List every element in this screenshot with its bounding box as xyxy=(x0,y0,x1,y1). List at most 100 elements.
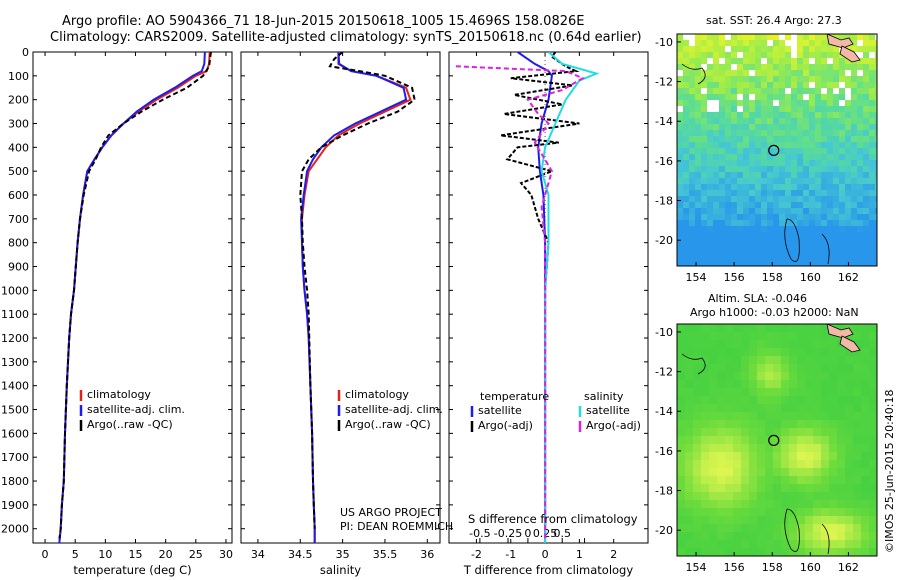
map-cell xyxy=(797,532,806,541)
map-cell xyxy=(791,94,798,101)
map-cell xyxy=(785,58,792,65)
y-tick-label: 1500 xyxy=(1,404,29,417)
map-cell xyxy=(869,238,876,245)
map-cell xyxy=(805,500,814,509)
map-cell xyxy=(755,226,762,233)
map-cell xyxy=(677,64,684,71)
map-cell xyxy=(709,516,718,525)
map-cell xyxy=(857,130,864,137)
map-cell xyxy=(707,64,714,71)
map-cell xyxy=(713,106,720,113)
x-tick-label: 0 xyxy=(42,548,49,561)
map-cell xyxy=(725,532,734,541)
map-cell xyxy=(839,136,846,143)
map-cell xyxy=(869,46,876,53)
map-cell xyxy=(805,412,814,421)
map-cell xyxy=(875,178,877,185)
map-cell xyxy=(833,172,840,179)
map-cell xyxy=(839,160,846,167)
map-cell xyxy=(813,348,822,357)
map-cell xyxy=(677,412,686,421)
map-cell xyxy=(695,208,702,215)
map-cell xyxy=(685,468,694,477)
map-cell xyxy=(767,202,774,209)
map-cell xyxy=(733,388,742,397)
map-cell xyxy=(809,226,816,233)
map-cell xyxy=(845,184,852,191)
map-cell xyxy=(725,436,734,445)
map-cell xyxy=(765,372,774,381)
map-cell xyxy=(833,100,840,107)
map-cell xyxy=(821,178,828,185)
map-cell xyxy=(677,364,686,373)
map-cell xyxy=(685,332,694,341)
map-cell xyxy=(827,244,834,251)
map-cell xyxy=(779,52,786,59)
map-cell xyxy=(869,540,877,549)
map-cell xyxy=(813,500,822,509)
map-cell xyxy=(869,484,877,493)
map-cell xyxy=(869,214,876,221)
map-cell xyxy=(693,356,702,365)
map-cell xyxy=(717,452,726,461)
map-cell xyxy=(839,58,846,65)
map-cell xyxy=(695,94,702,101)
map-cell xyxy=(845,88,852,95)
map-cell xyxy=(863,166,870,173)
map-cell xyxy=(725,404,734,413)
map-cell xyxy=(805,476,814,485)
map-cell xyxy=(725,332,734,341)
map-cell xyxy=(809,112,816,119)
map-cell xyxy=(719,214,726,221)
map-cell xyxy=(851,70,858,77)
map-cell xyxy=(869,332,877,341)
map-cell xyxy=(857,70,864,77)
map-cell xyxy=(845,196,852,203)
map-cell xyxy=(743,250,750,257)
map-cell xyxy=(803,256,810,263)
map-cell xyxy=(797,244,804,251)
x-tick-label: 158 xyxy=(762,561,783,574)
map-cell xyxy=(717,460,726,469)
map-cell xyxy=(869,34,876,41)
map-cell xyxy=(851,94,858,101)
map-cell xyxy=(785,208,792,215)
map-cell xyxy=(861,452,870,461)
map-cell xyxy=(707,238,714,245)
map-cell xyxy=(761,256,768,263)
map-cell xyxy=(821,356,830,365)
map-cell xyxy=(709,324,718,333)
map-cell xyxy=(749,40,756,47)
map-cell xyxy=(805,460,814,469)
map-cell xyxy=(851,262,858,266)
map-cell xyxy=(683,244,690,251)
map-cell xyxy=(767,40,774,47)
map-cell xyxy=(779,130,786,137)
map-cell xyxy=(677,124,684,131)
map-cell xyxy=(743,214,750,221)
title-line-2: Climatology: CARS2009. Satellite-adjuste… xyxy=(50,30,642,45)
map-cell xyxy=(827,250,834,257)
map-cell xyxy=(779,76,786,83)
map-cell xyxy=(839,214,846,221)
map-cell xyxy=(779,190,786,197)
map-cell xyxy=(827,166,834,173)
map-cell xyxy=(719,142,726,149)
map-cell xyxy=(869,548,877,556)
map-cell xyxy=(845,142,852,149)
map-cell xyxy=(845,348,854,357)
map-cell xyxy=(805,428,814,437)
argo-position-marker xyxy=(768,144,780,156)
map-cell xyxy=(857,166,864,173)
map-cell xyxy=(773,238,780,245)
map-cell xyxy=(791,262,798,266)
plot-frame xyxy=(240,51,441,544)
map-cell xyxy=(845,436,854,445)
map-cell xyxy=(731,94,738,101)
map-cell xyxy=(791,124,798,131)
y-tick-label: -10 xyxy=(655,326,673,339)
map-cell xyxy=(737,76,744,83)
map-cell xyxy=(757,356,766,365)
map-cell xyxy=(863,148,870,155)
map-cell xyxy=(797,492,806,501)
